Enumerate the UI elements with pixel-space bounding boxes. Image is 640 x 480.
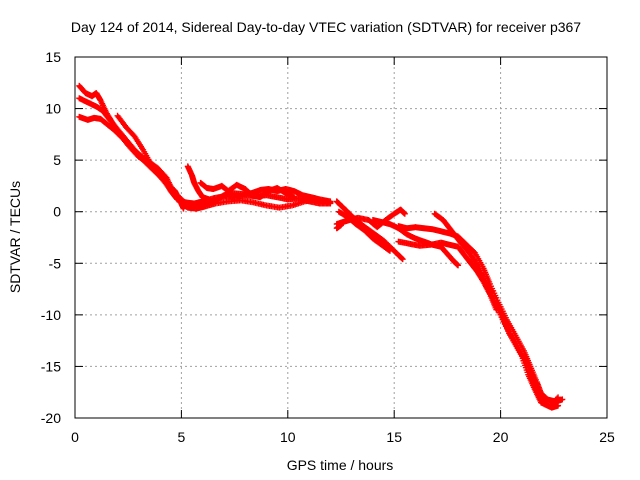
x-axis-label: GPS time / hours [287,457,394,473]
y-tick-label: -15 [41,358,61,374]
data-point [553,395,560,402]
series-track [395,223,566,405]
x-tick-label: 0 [71,429,79,445]
x-tick-label: 10 [280,429,296,445]
data-point [455,262,462,269]
y-tick-label: 5 [53,152,61,168]
data-points [76,82,566,411]
data-point [555,394,562,401]
y-tick-label: 0 [53,204,61,220]
series-track [114,112,187,205]
chart-title: Day 124 of 2014, Sidereal Day-to-day VTE… [71,19,581,35]
x-tick-label: 20 [493,429,509,445]
y-tick-label: -10 [41,307,61,323]
y-tick-label: 10 [45,101,61,117]
y-tick-label: -5 [49,255,62,271]
data-point [179,197,186,204]
data-point [180,198,187,205]
series-track [476,270,562,410]
x-tick-label: 25 [599,429,615,445]
data-point [399,256,406,263]
y-axis-ticks: -20 -15 -10 -5 0 5 10 15 [41,49,607,426]
data-point [559,396,566,403]
plot-frame [74,56,608,419]
y-tick-label: -20 [41,410,61,426]
data-point [398,255,405,262]
series-track [333,198,406,263]
data-point [386,247,393,254]
x-axis-ticks: 0 5 10 15 20 25 [71,57,615,445]
x-tick-label: 5 [178,429,186,445]
series-track [189,186,334,209]
data-point [327,198,334,205]
y-tick-label: 15 [45,49,61,65]
data-point [401,210,408,217]
data-point [291,194,298,201]
series-track [333,222,344,232]
series-track [335,208,393,254]
series-track [369,216,462,269]
y-axis-label: SDTVAR / TECUs [7,181,23,293]
data-point [338,222,344,229]
data-point [555,402,562,409]
series-sdtvar [76,82,566,411]
x-tick-label: 15 [386,429,402,445]
data-point [385,247,392,254]
